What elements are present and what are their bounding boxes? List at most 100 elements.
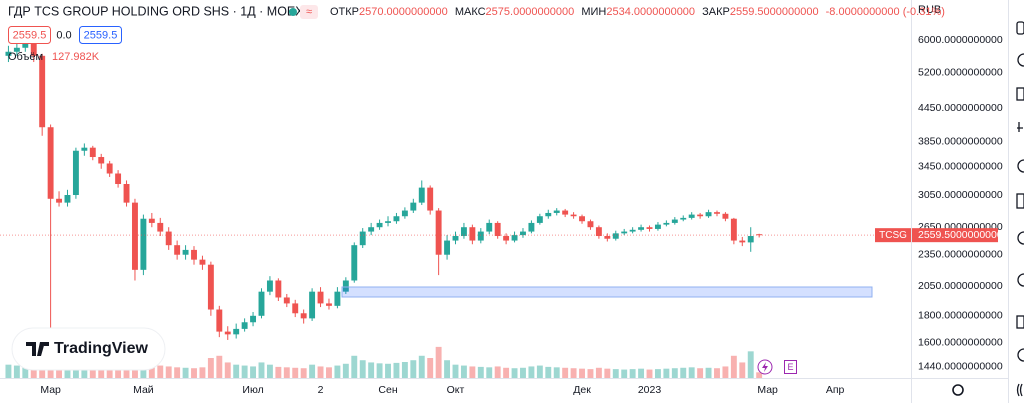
- candle-body: [89, 147, 96, 158]
- volume-bar: [22, 362, 29, 378]
- logo-text: TradingView: [54, 340, 149, 357]
- open-value: 2570.0000000000: [359, 6, 448, 18]
- tool-icon[interactable]: [1016, 21, 1024, 35]
- x-tick-label: Май: [133, 384, 154, 396]
- volume-bar: [671, 368, 678, 378]
- candle-body: [64, 195, 71, 203]
- earnings-icon[interactable]: [784, 360, 797, 374]
- candle-body: [621, 231, 628, 234]
- tool-icon[interactable]: [1016, 315, 1024, 329]
- volume-bar: [460, 365, 467, 378]
- status-dot: [289, 8, 297, 16]
- logo-mark: [26, 342, 49, 356]
- candle-body: [250, 315, 257, 323]
- candle-body: [444, 240, 451, 255]
- candle-body: [132, 202, 138, 270]
- candle-body: [317, 291, 324, 304]
- events-bolt: [762, 362, 768, 372]
- tool-icon[interactable]: [1017, 231, 1024, 245]
- tool-icon[interactable]: [1016, 383, 1023, 397]
- candle-body: [427, 187, 434, 211]
- candle-body: [393, 216, 400, 222]
- price-tag-symbol-box: [875, 228, 911, 243]
- drawn-zone[interactable]: [341, 286, 873, 298]
- candle-body: [47, 127, 54, 199]
- volume-bar: [393, 362, 400, 378]
- candle-body: [266, 280, 273, 292]
- candle-body: [275, 280, 282, 298]
- tool-icon[interactable]: [1017, 53, 1024, 67]
- candle-body: [309, 291, 316, 319]
- candle-body: [680, 217, 687, 220]
- candle-body: [216, 309, 223, 332]
- price-tag-box: [912, 228, 998, 243]
- x-tick-label: Апр: [826, 384, 845, 396]
- buy-price: 2559.5: [84, 29, 118, 41]
- candle-body: [106, 163, 113, 174]
- candle-body: [199, 259, 206, 265]
- candle-body: [283, 297, 290, 304]
- candle-body: [697, 214, 704, 217]
- candle-body: [233, 328, 240, 335]
- candle-body: [654, 224, 661, 229]
- volume-bar: [638, 368, 645, 378]
- logo[interactable]: TradingView: [11, 327, 166, 371]
- candle-body: [486, 222, 493, 232]
- currency[interactable]: RUB: [918, 4, 941, 16]
- candle-body: [207, 264, 214, 310]
- volume-bar: [646, 369, 653, 378]
- candle-body: [663, 222, 670, 225]
- candle-body: [401, 210, 408, 217]
- candle-body: [612, 233, 619, 239]
- candle-body: [739, 240, 746, 243]
- tool-icon[interactable]: [1016, 87, 1024, 101]
- candle-body: [562, 210, 569, 215]
- volume-bar: [258, 362, 265, 378]
- candle-body: [115, 173, 122, 185]
- candle-body: [646, 227, 653, 229]
- tool-icon[interactable]: [1017, 348, 1024, 362]
- candle-body: [326, 303, 332, 306]
- candle-body: [224, 331, 231, 335]
- volume-bar: [376, 363, 383, 378]
- candle-body: [385, 221, 391, 223]
- candle-body: [56, 198, 62, 203]
- volume-bar: [486, 367, 493, 378]
- sell-button[interactable]: [8, 26, 51, 44]
- volume-bar: [730, 355, 737, 378]
- settings-icon[interactable]: [952, 384, 964, 396]
- y-tick-label: 3850.0000000000: [918, 135, 1003, 147]
- volume-bar: [106, 367, 113, 378]
- volume-bar: [444, 360, 451, 378]
- volume-bar: [688, 367, 695, 378]
- volume-bar: [199, 367, 206, 378]
- volume-bar: [266, 364, 273, 378]
- tool-icon[interactable]: [1017, 159, 1024, 173]
- volume-bar: [604, 368, 611, 378]
- ohlc-header: ОТКР2570.0000000000 МАКС2575.0000000000 …: [330, 6, 945, 18]
- buy-button[interactable]: [79, 26, 122, 44]
- volume-bar: [452, 364, 459, 378]
- volume-bar: [385, 363, 391, 378]
- candle-body: [494, 222, 501, 237]
- y-tick-label: 3450.0000000000: [918, 161, 1003, 173]
- status-icon[interactable]: [300, 5, 318, 19]
- tool-icon[interactable]: [1016, 193, 1024, 209]
- volume-bar: [275, 366, 282, 378]
- candle-body: [722, 213, 729, 219]
- candle-body: [5, 51, 12, 56]
- open-label: ОТКР: [330, 6, 359, 18]
- volume-bar: [705, 367, 712, 378]
- tool-icon[interactable]: [1017, 273, 1024, 287]
- candle-body: [545, 212, 552, 217]
- x-tick-label: Июл: [242, 384, 263, 396]
- volume-bar: [334, 365, 341, 378]
- candle-body: [140, 218, 147, 270]
- candle-body: [292, 303, 299, 314]
- candle-body: [351, 245, 358, 281]
- volume-bar: [182, 367, 189, 378]
- tool-icon[interactable]: [1017, 122, 1023, 132]
- chart-title[interactable]: ГДР TCS GROUP HOLDING ORD SHS · 1Д · MOE…: [8, 4, 304, 18]
